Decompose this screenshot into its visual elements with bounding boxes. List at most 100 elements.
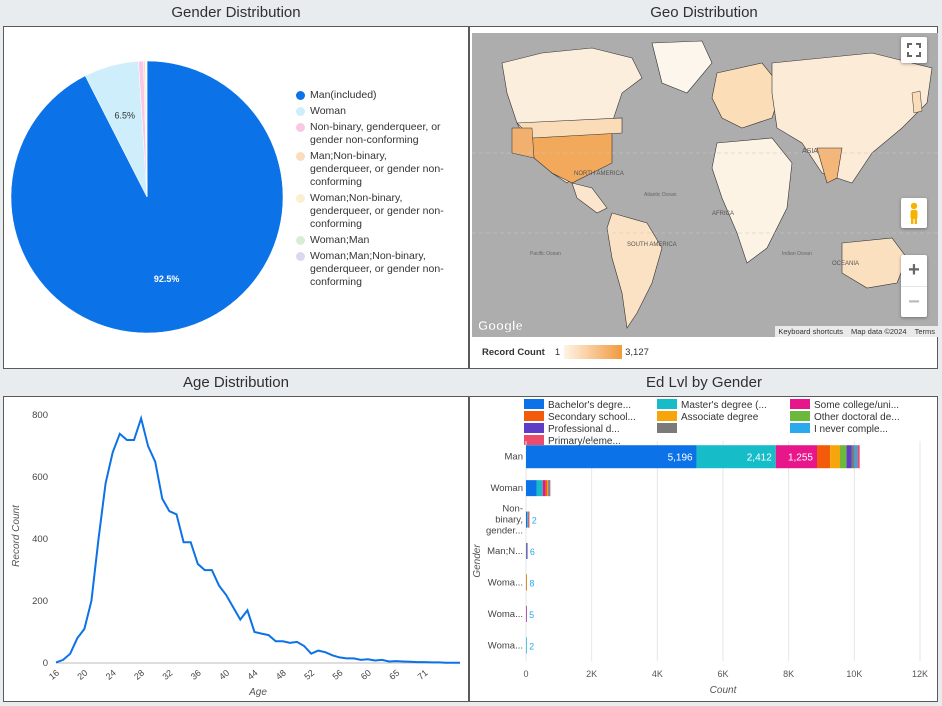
bar-segment[interactable] <box>529 512 530 528</box>
category-label: Woma... <box>488 577 523 588</box>
africa-landmass <box>712 138 792 263</box>
google-logo: Google <box>478 318 523 333</box>
category-label: Woman <box>490 483 523 494</box>
ed-level-panel: Bachelor's degre...Master's degree (...S… <box>469 396 938 702</box>
gender-pie-chart: 92.5%6.5% <box>4 27 294 367</box>
legend-swatch <box>657 411 677 421</box>
x-axis-title: Age <box>248 687 267 698</box>
bar-segment[interactable] <box>526 574 527 590</box>
bar-value-label: 5 <box>529 610 534 620</box>
category-label: binary, <box>495 515 523 526</box>
europe-landmass <box>712 63 782 128</box>
pegman-icon <box>908 202 920 224</box>
ed-level-bar-chart: Bachelor's degre...Master's degree (...S… <box>470 397 937 701</box>
edlvl-panel-title: Ed Lvl by Gender <box>470 374 938 391</box>
x-tick-label: 52 <box>302 668 316 682</box>
legend-label: Master's degree (... <box>681 400 767 411</box>
bar-segment[interactable] <box>855 445 858 468</box>
asia-landmass <box>772 53 932 183</box>
x-tick-label: 4K <box>652 669 663 679</box>
legend-swatch <box>524 435 544 445</box>
bar-value-label: 2 <box>529 641 534 651</box>
map-label: Atlantic Ocean <box>644 192 677 198</box>
legend-swatch <box>657 423 677 433</box>
gender-legend-item[interactable]: Man(included) <box>296 89 446 102</box>
legend-swatch <box>296 236 305 245</box>
bar-segment[interactable] <box>857 445 859 468</box>
gender-legend: Man(included) Woman Non-binary, genderquee… <box>296 89 446 292</box>
bar-value-label: 8 <box>529 578 534 588</box>
bar-segment[interactable] <box>546 480 547 496</box>
legend-swatch <box>296 123 305 132</box>
category-label: Man;N... <box>487 546 523 557</box>
legend-swatch <box>790 411 810 421</box>
y-tick-label: 200 <box>32 596 48 607</box>
map-label: Pacific Ocean <box>530 251 561 257</box>
gender-legend-item[interactable]: Woman;Man <box>296 234 446 247</box>
bar-segment[interactable] <box>526 512 527 528</box>
x-tick-label: 65 <box>387 668 401 682</box>
world-map[interactable]: ASIA NORTH AMERICA Atlantic Ocean AFRICA… <box>472 33 938 337</box>
legend-label: Associate degree <box>681 412 759 423</box>
legend-label: I never comple... <box>814 424 888 435</box>
legend-swatch <box>524 423 544 433</box>
x-tick-label: 6K <box>717 669 728 679</box>
bar-value-label: 1,255 <box>788 453 813 464</box>
legend-label: Man(included) <box>310 89 377 102</box>
bar-segment[interactable] <box>537 480 543 496</box>
legend-label: Woman;Man;Non-binary, genderqueer, or ge… <box>310 250 446 289</box>
terms-link[interactable]: Terms <box>915 327 935 336</box>
bar-segment[interactable] <box>526 480 537 496</box>
bar-segment[interactable] <box>527 512 528 528</box>
legend-label: Woman;Non-binary, genderqueer, or gender… <box>310 192 446 231</box>
zoom-controls: + − <box>901 255 927 317</box>
street-view-button[interactable] <box>901 198 927 228</box>
gender-legend-item[interactable]: Non-binary, genderqueer, or gender non-c… <box>296 121 446 147</box>
zoom-in-button[interactable]: + <box>908 255 920 286</box>
keyboard-shortcuts-link[interactable]: Keyboard shortcuts <box>778 327 843 336</box>
x-tick-label: 40 <box>217 668 231 682</box>
bar-segment[interactable] <box>830 445 840 468</box>
legend-label: Non-binary, genderqueer, or gender non-c… <box>310 121 446 147</box>
gender-distribution-panel: 92.5%6.5% Man(included) Woman Non-binary, … <box>3 26 469 369</box>
category-label: Woma... <box>488 609 523 620</box>
zoom-out-button[interactable]: − <box>901 286 927 318</box>
age-series-line[interactable] <box>56 418 460 662</box>
legend-label: Man;Non-binary, genderqueer, or gender n… <box>310 150 446 189</box>
bar-segment[interactable] <box>851 445 854 468</box>
gender-legend-item[interactable]: Man;Non-binary, genderqueer, or gender n… <box>296 150 446 189</box>
bar-segment[interactable] <box>817 445 830 468</box>
bar-segment[interactable] <box>527 543 528 559</box>
bar-segment[interactable] <box>550 480 551 496</box>
bar-segment[interactable] <box>840 445 847 468</box>
central-america-landmass <box>572 183 607 213</box>
x-tick-label: 0 <box>523 669 528 679</box>
bar-segment[interactable] <box>847 445 852 468</box>
legend-gradient <box>564 345 622 359</box>
legend-label: Woman;Man <box>310 234 369 247</box>
y-tick-label: 0 <box>43 658 48 669</box>
bar-segment[interactable] <box>526 606 527 622</box>
map-label: OCEANIA <box>832 261 859 267</box>
gender-panel-title: Gender Distribution <box>4 4 468 21</box>
bar-segment[interactable] <box>548 480 549 496</box>
gender-legend-item[interactable]: Woman;Non-binary, genderqueer, or gender… <box>296 192 446 231</box>
bar-segment[interactable] <box>543 480 546 496</box>
japan-region <box>912 91 922 113</box>
fullscreen-icon <box>907 43 921 57</box>
y-axis-title: Record Count <box>11 504 22 567</box>
bar-segment[interactable] <box>526 637 527 653</box>
map-attribution: Keyboard shortcuts Map data ©2024 Terms <box>775 326 938 337</box>
gender-legend-item[interactable]: Woman <box>296 105 446 118</box>
legend-max-value: 3,127 <box>625 347 649 358</box>
legend-swatch <box>296 194 305 203</box>
legend-swatch <box>296 107 305 116</box>
geo-distribution-panel: ASIA NORTH AMERICA Atlantic Ocean AFRICA… <box>469 26 938 369</box>
fullscreen-button[interactable] <box>901 37 927 63</box>
map-label: SOUTH AMERICA <box>627 242 677 248</box>
greenland-landmass <box>652 41 712 93</box>
gender-legend-item[interactable]: Woman;Man;Non-binary, genderqueer, or ge… <box>296 250 446 289</box>
bar-segment[interactable] <box>547 480 548 496</box>
